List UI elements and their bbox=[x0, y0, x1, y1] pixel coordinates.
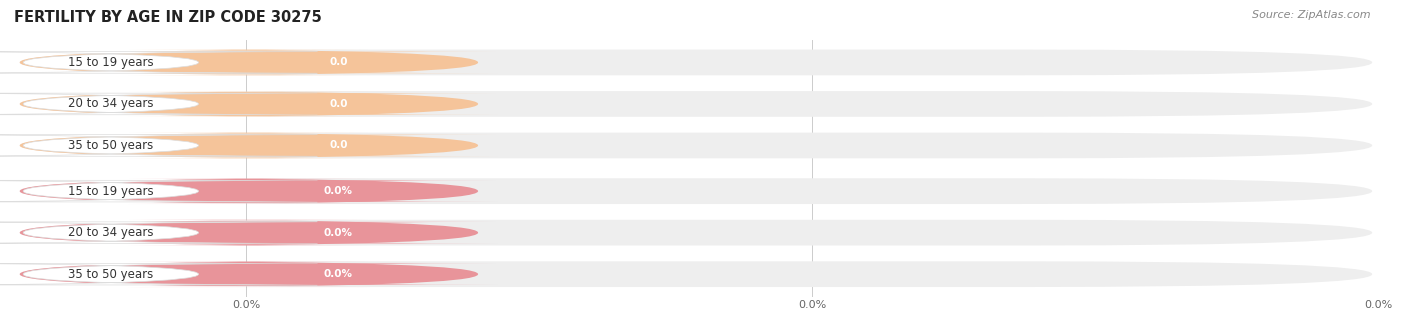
FancyBboxPatch shape bbox=[179, 51, 499, 73]
FancyBboxPatch shape bbox=[20, 50, 1372, 75]
FancyBboxPatch shape bbox=[0, 135, 318, 156]
Text: 15 to 19 years: 15 to 19 years bbox=[67, 56, 153, 69]
Text: 0.0: 0.0 bbox=[329, 57, 347, 67]
FancyBboxPatch shape bbox=[20, 50, 478, 75]
Text: 0.0%: 0.0% bbox=[323, 186, 353, 196]
Text: 35 to 50 years: 35 to 50 years bbox=[69, 139, 153, 152]
Text: 20 to 34 years: 20 to 34 years bbox=[67, 97, 153, 111]
FancyBboxPatch shape bbox=[0, 263, 318, 285]
FancyBboxPatch shape bbox=[20, 178, 1372, 204]
Text: 15 to 19 years: 15 to 19 years bbox=[67, 184, 153, 198]
Text: FERTILITY BY AGE IN ZIP CODE 30275: FERTILITY BY AGE IN ZIP CODE 30275 bbox=[14, 10, 322, 25]
FancyBboxPatch shape bbox=[179, 180, 499, 202]
FancyBboxPatch shape bbox=[20, 91, 478, 117]
FancyBboxPatch shape bbox=[0, 180, 318, 202]
FancyBboxPatch shape bbox=[179, 263, 499, 285]
Text: Source: ZipAtlas.com: Source: ZipAtlas.com bbox=[1253, 10, 1371, 20]
FancyBboxPatch shape bbox=[20, 133, 1372, 158]
Text: 35 to 50 years: 35 to 50 years bbox=[69, 268, 153, 281]
Text: 0.0%: 0.0% bbox=[323, 228, 353, 238]
FancyBboxPatch shape bbox=[20, 91, 1372, 117]
Text: 0.0: 0.0 bbox=[329, 141, 347, 150]
FancyBboxPatch shape bbox=[0, 93, 318, 115]
FancyBboxPatch shape bbox=[20, 220, 1372, 246]
Text: 0.0%: 0.0% bbox=[323, 269, 353, 279]
FancyBboxPatch shape bbox=[179, 135, 499, 156]
FancyBboxPatch shape bbox=[20, 261, 478, 287]
Text: 0.0: 0.0 bbox=[329, 99, 347, 109]
FancyBboxPatch shape bbox=[0, 51, 318, 73]
FancyBboxPatch shape bbox=[20, 178, 478, 204]
FancyBboxPatch shape bbox=[20, 220, 478, 246]
Text: 20 to 34 years: 20 to 34 years bbox=[67, 226, 153, 239]
FancyBboxPatch shape bbox=[179, 93, 499, 115]
FancyBboxPatch shape bbox=[20, 261, 1372, 287]
FancyBboxPatch shape bbox=[179, 222, 499, 244]
FancyBboxPatch shape bbox=[0, 222, 318, 244]
FancyBboxPatch shape bbox=[20, 133, 478, 158]
